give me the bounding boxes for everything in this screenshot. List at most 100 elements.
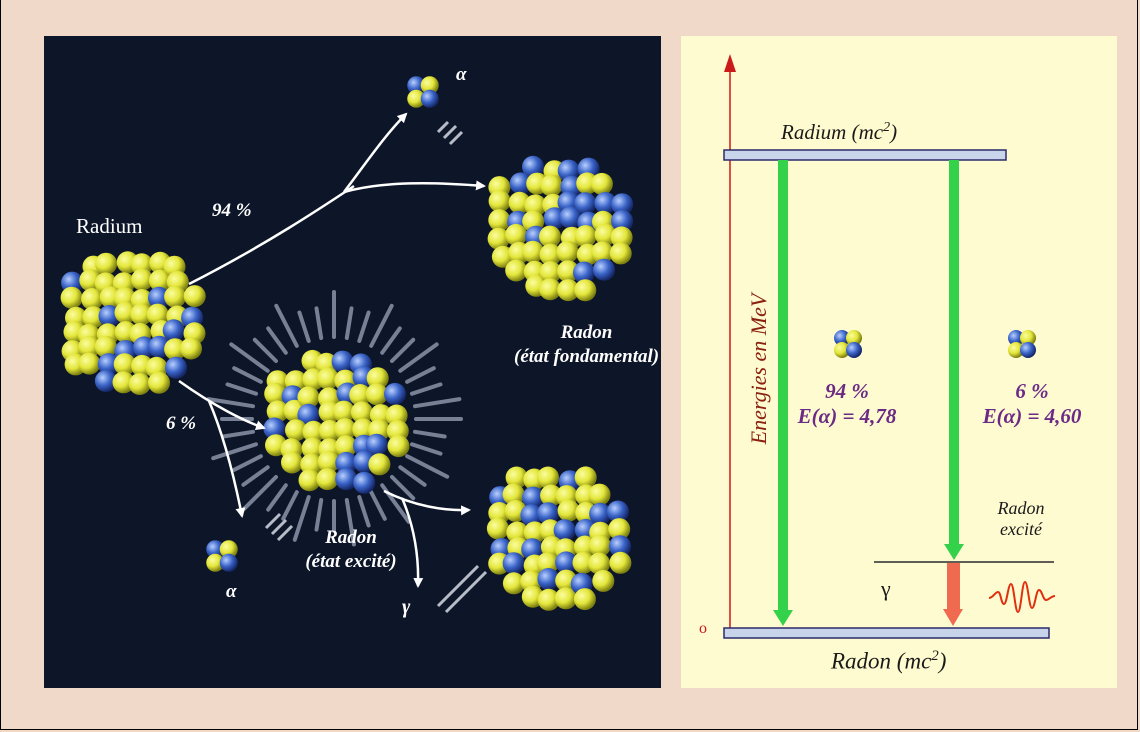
nucleon [592,569,615,592]
nucleon [350,401,373,424]
radon-level-label: Radon (mc2) [831,648,946,675]
nucleon [573,261,595,284]
nucleon [335,468,358,491]
radium-level-bar [723,149,1007,161]
nucleon [557,279,580,302]
nucleon [285,419,307,442]
ray [380,326,402,355]
nucleon [130,253,153,276]
nucleon [573,588,596,611]
nucleon [609,551,632,574]
nucleon [334,418,357,441]
ray [344,498,356,547]
alpha-top-label: α [456,64,467,85]
ray [369,303,394,348]
nucleon [332,400,355,423]
nucleon [148,269,171,292]
alpha-nucleon [407,89,426,108]
radium-level-text: Radium (mc [781,120,884,144]
nucleon [316,468,339,491]
nucleon [112,371,135,394]
nucleon [521,538,544,561]
ray [225,382,258,396]
nucleon [537,466,559,489]
ray [274,303,299,348]
nucleon [317,450,340,473]
nucleon [331,350,354,373]
nucleon [555,551,578,574]
nucleon [608,518,631,541]
ray [405,454,450,479]
nucleon [520,504,543,527]
gamma-wave-icon [988,580,1056,614]
radon-excited-level-line1: Radon [997,498,1045,518]
alpha-nucleon [834,330,850,346]
alpha-transition-94-shaft [778,160,788,612]
nucleon [94,335,117,358]
gamma-transition-shaft [947,563,960,611]
alpha-nucleon [846,330,862,346]
nucleon [539,225,561,248]
ray [241,465,270,487]
nucleon [352,418,375,441]
nucleon [128,373,151,395]
radon-ground-line1: Radon [560,322,613,343]
ray [232,366,263,384]
nucleon [165,356,188,379]
nucleon [537,502,560,525]
radium-level-label: Radium (mc2) [781,120,897,145]
nucleon [505,259,528,282]
radon-excited-level-label: Radon excité [981,498,1061,540]
alpha-nucleon [1008,330,1024,346]
alpha-nucleon [1020,342,1036,358]
alpha-nucleon [219,553,238,572]
branch-94-pct: 94 % [825,379,869,403]
radon-excited-line1: Radon [325,527,377,548]
alpha-nucleon [407,76,426,95]
radium-label: Radium [76,214,143,238]
nucleon [81,288,104,310]
nucleon [539,261,562,284]
nucleon [505,466,528,489]
alpha-nucleon [420,76,439,95]
nucleon [557,499,580,522]
branch-6-label: 6 % E(α) = 4,60 [962,379,1102,429]
nucleon [297,386,320,409]
energy-level-svg [723,54,1056,639]
ray [314,306,324,340]
alpha-transition-6-head [944,544,964,560]
ray [390,337,416,363]
nucleon [606,500,629,523]
nucleon [588,534,611,557]
ray [266,483,288,512]
nucleon [590,172,613,195]
ray [292,495,311,542]
nucleon [572,551,595,574]
ray [281,490,299,521]
branch-94-energy: E(α) = 4,78 [797,404,897,428]
nucleon [594,192,617,214]
nucleon [148,371,170,394]
alpha-icon-6 [1008,330,1036,358]
nucleon [281,451,303,474]
radon-ground-line2: (état fondamental) [514,346,660,367]
alpha-nucleon [219,540,238,559]
ray [297,310,311,343]
alpha-nucleon [846,342,862,358]
nucleon [488,209,511,232]
radon-level-text: Radon (mc [831,648,932,674]
radium-nucleus [60,251,206,395]
nucleon [387,435,410,458]
ray [357,310,371,343]
ray [398,342,439,373]
alpha-nucleon [834,342,850,358]
nucleon [556,240,579,263]
nucleon [505,223,528,246]
ray [344,306,354,340]
alpha-nucleon [1008,342,1024,358]
nucleon [131,268,154,291]
radon-excited-line2: (état excité) [305,551,397,572]
ray [410,442,443,456]
ray [221,429,255,439]
